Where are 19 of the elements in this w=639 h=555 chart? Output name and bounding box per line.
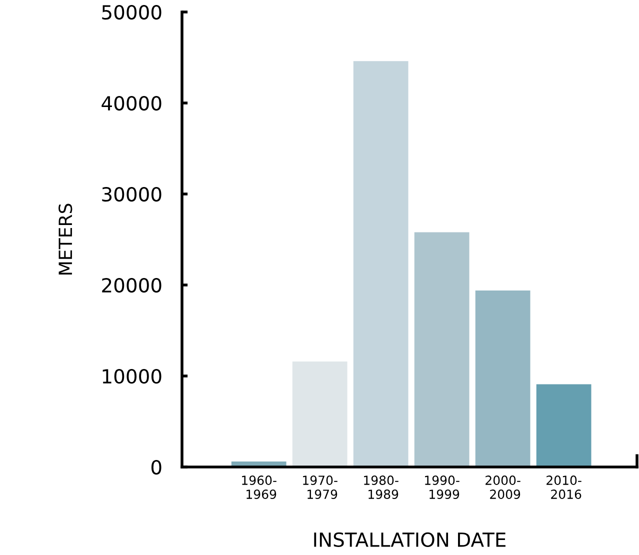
y-axis-title: METERS: [58, 204, 72, 274]
y-tick-label: 40000: [102, 96, 162, 111]
y-tick-label: 10000: [102, 368, 162, 384]
x-tick-label: 1960- 1969: [242, 476, 276, 500]
x-tick-label: 2010- 2016: [546, 476, 582, 500]
bar: [414, 232, 470, 467]
x-tick-label: 1980- 1989: [364, 476, 398, 500]
y-tick-label: 30000: [102, 186, 162, 202]
bar: [475, 290, 530, 467]
bar: [353, 61, 408, 467]
x-tick-label: 1990- 1999: [425, 476, 460, 500]
x-tick-label: 2000- 2009: [486, 476, 520, 500]
y-tick-label: 20000: [102, 278, 162, 293]
x-tick-label: 1970- 1979: [303, 476, 338, 500]
y-tick-label: 0: [151, 460, 162, 475]
y-tick-label: 50000: [102, 4, 162, 20]
bar: [536, 384, 592, 467]
x-axis-title: INSTALLATION DATE: [314, 532, 506, 548]
bar: [292, 361, 348, 467]
